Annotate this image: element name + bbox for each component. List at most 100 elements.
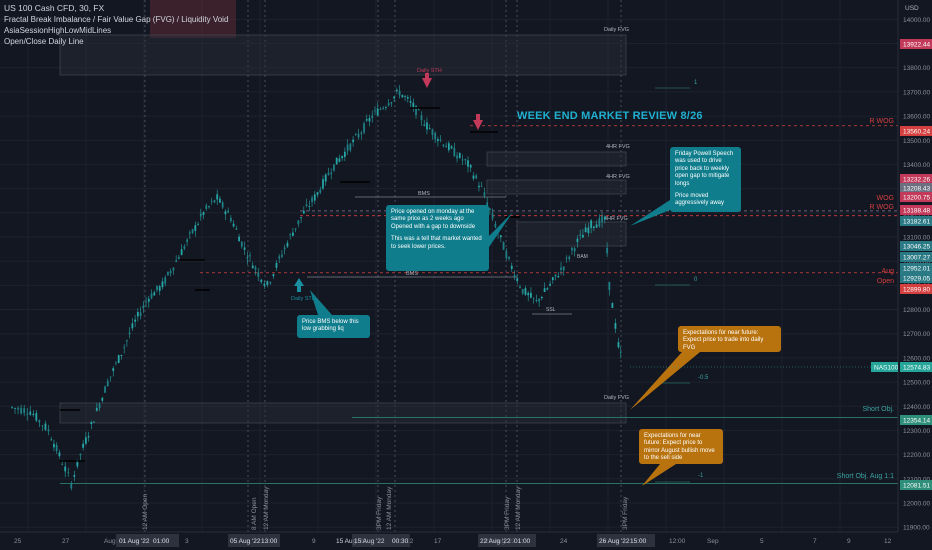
- candle-body: [90, 422, 93, 425]
- candle-body: [385, 107, 387, 108]
- fvg-label: Daily FVG: [604, 395, 629, 401]
- stl-arrow-up: [294, 278, 304, 286]
- indicator-3[interactable]: Open/Close Daily Line: [4, 37, 84, 46]
- price-tick-label: 12800.00: [903, 307, 930, 314]
- candle-body: [297, 220, 300, 225]
- candle-body: [84, 437, 87, 444]
- price-tag-bg: [900, 284, 932, 294]
- candle-body: [606, 247, 608, 254]
- price-tag-bg: [900, 39, 932, 49]
- time-tick-label: 9: [312, 538, 316, 545]
- candle-body: [208, 206, 210, 208]
- candle-body: [319, 189, 322, 193]
- candle-body: [371, 115, 374, 119]
- price-tick-label: 13600.00: [903, 114, 930, 121]
- candle-body: [95, 407, 98, 411]
- candle-body: [535, 300, 538, 301]
- time-tick-label: 17: [434, 538, 442, 545]
- chart-title: WEEK END MARKET REVIEW 8/26: [517, 110, 703, 122]
- level-label: Short Obj. Aug 1:1: [837, 473, 894, 480]
- candle-body: [516, 278, 519, 282]
- candle-body: [382, 107, 385, 109]
- candle-body: [428, 128, 431, 130]
- candle-body: [294, 228, 297, 230]
- callout-expect-2: Expectations for near future: Expect pri…: [639, 429, 723, 464]
- candle-body: [224, 211, 227, 215]
- candle-body: [343, 151, 346, 157]
- candle-body: [538, 298, 541, 302]
- price-tick-label: 12700.00: [903, 331, 930, 338]
- price-tick-label: 12500.00: [903, 380, 930, 387]
- time-highlight-label: 05 Aug '22: [230, 538, 261, 545]
- level-label: Open: [877, 278, 894, 285]
- time-range-highlight: [116, 534, 179, 547]
- ssl-label: SSL: [546, 307, 556, 313]
- candle-body: [551, 277, 554, 281]
- candle-body: [120, 354, 123, 357]
- top-shade: [150, 0, 236, 38]
- price-tick-label: 12300.00: [903, 428, 930, 435]
- candle-body: [145, 302, 147, 304]
- candle-body: [461, 159, 464, 161]
- session-label: 12 AM Monday: [263, 486, 270, 530]
- candle-body: [281, 254, 283, 257]
- candle-body: [376, 108, 379, 116]
- candle-body: [491, 213, 494, 219]
- candle-body: [73, 474, 76, 477]
- callout-powell: Friday Powell Speech was used to drive p…: [670, 147, 741, 212]
- fvg-zone: [59, 402, 627, 424]
- time-highlight-label: 26 Aug '22: [599, 538, 630, 545]
- callout-bms-pointer: [310, 290, 332, 315]
- time-axis-bg: [0, 532, 898, 550]
- indicator-2[interactable]: AsiaSessionHighLowMidLines: [4, 26, 112, 35]
- candle-body: [20, 407, 23, 414]
- candle-body: [291, 232, 294, 236]
- candle-body: [112, 368, 115, 371]
- price-tag-bg: [900, 174, 932, 184]
- candle-body: [58, 452, 61, 457]
- candle-body: [175, 260, 178, 262]
- price-tick-label: 13100.00: [903, 234, 930, 241]
- candle-body: [316, 192, 319, 195]
- candle-body: [415, 105, 417, 116]
- candle-body: [406, 96, 409, 99]
- last-price-tag-label: NAS100: [874, 365, 899, 372]
- candle-body: [156, 285, 158, 291]
- candle-body: [519, 286, 521, 288]
- callout-expect-1: Expectations for near future: Expect pri…: [678, 326, 781, 352]
- candle-body: [568, 256, 571, 259]
- red-arrow-down: [473, 120, 483, 130]
- price-tag-bg: [900, 362, 932, 372]
- candle-body: [614, 323, 617, 329]
- candle-body: [576, 238, 579, 243]
- time-tick-label: 7: [813, 538, 817, 545]
- level-label: Short Obj.: [862, 406, 894, 413]
- indicator-1[interactable]: Fractal Break Imbalance / Fair Value Gap…: [4, 15, 229, 24]
- candle-body: [257, 272, 260, 277]
- symbol-title[interactable]: US 100 Cash CFD, 30, FX: [4, 3, 105, 13]
- candle-body: [510, 265, 513, 270]
- candle-body: [232, 223, 235, 227]
- time-highlight-label: 13:00: [261, 538, 278, 545]
- candle-body: [434, 132, 437, 140]
- candle-body: [390, 102, 393, 104]
- price-tick-label: 12000.00: [903, 500, 930, 507]
- time-tick-label: 5: [760, 538, 764, 545]
- callout-expect-1-text: Expectations for near future: Expect pri…: [683, 330, 764, 351]
- fvg-label: Daily FVG: [604, 27, 629, 33]
- callout-expect-2-text: Expectations for near future: Expect pri…: [644, 433, 715, 462]
- candle-body: [180, 249, 183, 256]
- time-tick-label: 27: [62, 538, 70, 545]
- session-label: 12 AM Monday: [515, 486, 522, 530]
- time-tick-label: Sep: [707, 538, 719, 545]
- candle-body: [136, 312, 139, 317]
- price-tag-bg: [900, 192, 932, 202]
- candle-body: [513, 274, 516, 278]
- callout-powell-text-2: Price moved aggressively away: [675, 193, 725, 207]
- candle-body: [269, 282, 272, 284]
- candle-body: [219, 198, 221, 203]
- price-tag-bg: [900, 216, 932, 226]
- candle-body: [243, 247, 246, 250]
